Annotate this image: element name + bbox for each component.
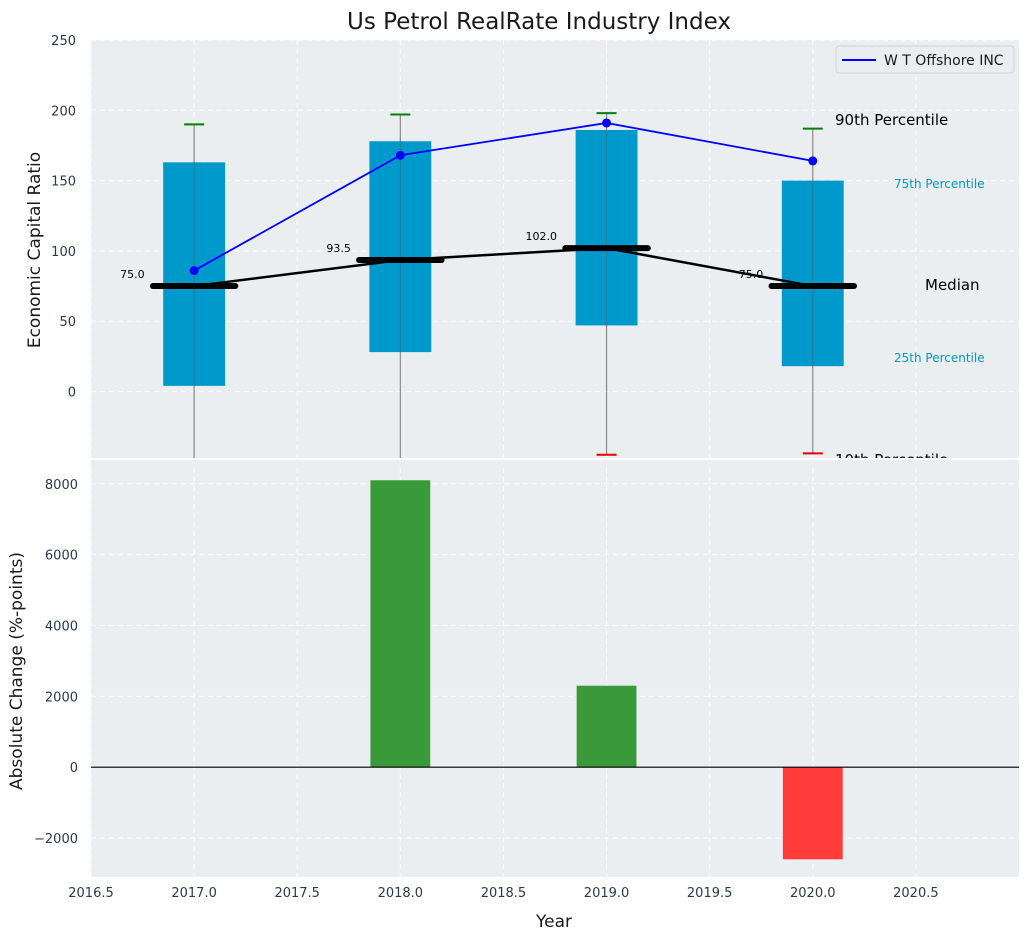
- change-bar-2020: [782, 767, 843, 860]
- legend: W T Offshore INC: [835, 45, 1015, 74]
- bottom-y-tick-label: 2000: [45, 690, 78, 705]
- series-point-wt-offshore-2018: [395, 150, 405, 160]
- bottom-y-tick-label: 8000: [45, 478, 78, 493]
- median-trend-line: [193, 246, 814, 288]
- annotation-median: Median: [925, 276, 980, 294]
- x-tick-label: 2020.0: [790, 886, 836, 901]
- bottom-ticks: −2000 0 2000 4000 6000 8000 2016.5 2017.0 2017.5…: [34, 478, 939, 901]
- x-tick-label: 2017.5: [274, 886, 320, 901]
- box-plot-marks: 75.0 93.5 102.0 75.0: [120, 112, 858, 459]
- median-value-label-2018: 93.5: [326, 242, 351, 255]
- top-y-axis-label: Economic Capital Ratio: [25, 152, 45, 348]
- series-point-wt-offshore-2017: [189, 266, 199, 276]
- top-y-tick-label: 100: [51, 245, 76, 260]
- top-y-tick-label: 150: [51, 175, 76, 190]
- chart-title: Us Petrol RealRate Industry Index: [347, 9, 731, 35]
- x-axis-label: Year: [535, 912, 572, 932]
- bottom-y-tick-label: 0: [70, 761, 78, 776]
- legend-label-wt-offshore: W T Offshore INC: [884, 53, 1004, 69]
- change-bar-marks: [91, 480, 1019, 860]
- x-tick-label: 2017.0: [171, 886, 217, 901]
- median-value-label-2019: 102.0: [526, 230, 558, 243]
- x-tick-label: 2020.5: [893, 886, 939, 901]
- annotation-25th-percentile: 25th Percentile: [894, 351, 985, 365]
- change-bar-2018: [370, 480, 431, 768]
- bottom-y-tick-label: 4000: [45, 619, 78, 634]
- series-point-wt-offshore-2019: [602, 118, 612, 128]
- series-point-wt-offshore-2020: [808, 156, 818, 166]
- bottom-panel-cover: [91, 460, 1019, 466]
- annotation-90th-percentile: 90th Percentile: [835, 111, 948, 129]
- x-tick-label: 2018.0: [378, 886, 424, 901]
- bottom-plot-area: [91, 459, 1019, 877]
- bottom-y-tick-label: −2000: [34, 832, 78, 847]
- x-tick-label: 2019.0: [584, 886, 630, 901]
- median-value-label-2017: 75.0: [120, 268, 145, 281]
- top-y-tick-label: 250: [51, 34, 76, 49]
- bottom-y-axis-label: Absolute Change (%-points): [7, 552, 27, 790]
- top-y-tick-label: 50: [59, 315, 76, 330]
- series-line-wt-offshore: [193, 122, 813, 272]
- top-y-tick-label: 200: [51, 104, 76, 119]
- change-bar-2019: [576, 685, 637, 768]
- annotation-75th-percentile: 75th Percentile: [894, 177, 985, 191]
- x-tick-label: 2016.5: [68, 886, 114, 901]
- x-tick-label: 2019.5: [687, 886, 733, 901]
- x-tick-label: 2018.5: [481, 886, 527, 901]
- top-y-tick-label: 0: [68, 386, 76, 401]
- median-value-label-2020: 75.0: [739, 268, 764, 281]
- bottom-y-tick-label: 6000: [45, 549, 78, 564]
- top-y-ticks: 0 50 100 150 200 250: [51, 34, 76, 401]
